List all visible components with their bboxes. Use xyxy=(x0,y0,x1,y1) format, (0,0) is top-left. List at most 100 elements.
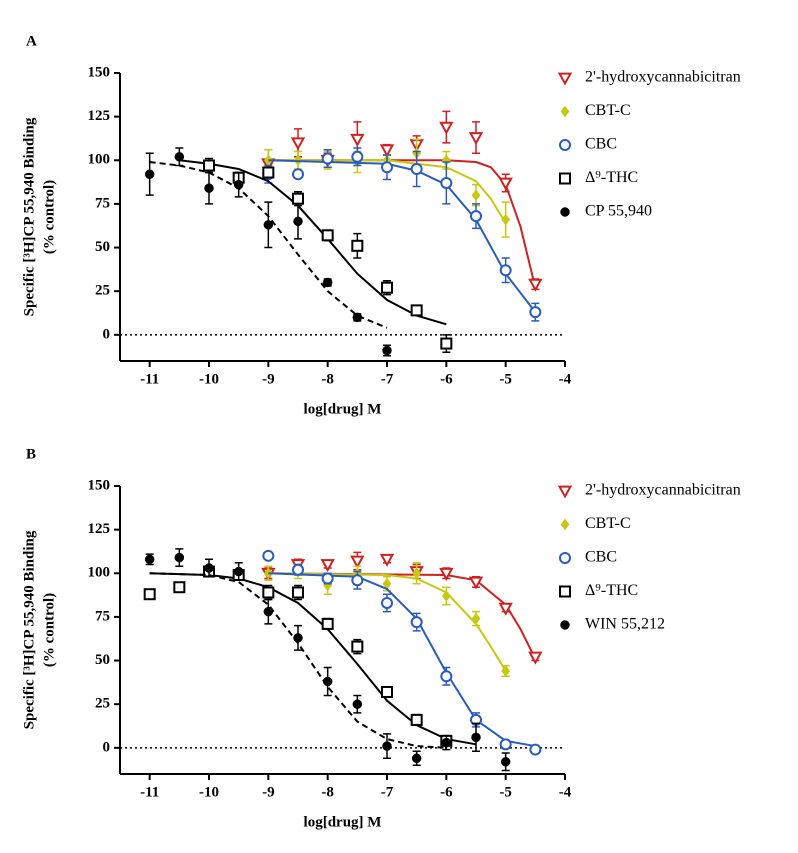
data-point xyxy=(471,612,481,625)
data-point xyxy=(441,590,451,602)
data-point xyxy=(471,189,481,202)
data-point xyxy=(292,192,304,205)
legend-marker xyxy=(559,139,571,151)
legend-label: CBT-C xyxy=(585,515,631,532)
x-tick-label: -4 xyxy=(559,784,572,800)
x-tick-label: -7 xyxy=(381,371,394,387)
data-point xyxy=(440,176,453,189)
legend-marker xyxy=(559,552,571,564)
y-tick-label: 150 xyxy=(88,477,111,493)
y-tick-label: 75 xyxy=(95,608,110,624)
fit-curve xyxy=(149,572,477,746)
data-point xyxy=(203,159,215,172)
y-tick-label: 50 xyxy=(95,239,110,255)
data-point xyxy=(233,179,244,190)
x-tick-label: -10 xyxy=(199,371,219,387)
data-point xyxy=(174,152,185,162)
y-tick-label: 100 xyxy=(88,565,111,581)
data-point xyxy=(321,617,334,630)
x-tick-label: -9 xyxy=(262,371,275,387)
data-point xyxy=(439,121,454,135)
data-point xyxy=(144,169,155,179)
data-point xyxy=(529,743,542,756)
data-point xyxy=(381,281,393,294)
data-point xyxy=(382,345,392,356)
data-point xyxy=(379,144,395,158)
data-point xyxy=(292,586,304,599)
data-point xyxy=(440,670,453,683)
legend-marker xyxy=(560,518,570,531)
legend-marker xyxy=(559,172,571,185)
data-point xyxy=(262,586,275,599)
data-point xyxy=(498,602,513,616)
data-point xyxy=(439,567,454,581)
data-point xyxy=(412,567,422,580)
legend-marker xyxy=(560,620,570,630)
x-tick-label: -8 xyxy=(321,784,334,800)
data-point xyxy=(440,337,453,350)
x-tick-label: -10 xyxy=(199,784,219,800)
x-tick-label: -4 xyxy=(559,371,572,387)
x-tick-label: -11 xyxy=(140,371,159,387)
data-point xyxy=(321,152,334,165)
data-point xyxy=(290,137,306,151)
data-point xyxy=(321,572,334,585)
legend-label: CBC xyxy=(585,549,617,566)
data-point xyxy=(292,168,304,181)
legend-label: 2'-hydroxycannabicitran xyxy=(585,69,741,86)
legend-marker xyxy=(557,72,573,86)
data-point xyxy=(500,757,511,767)
legend-label: CBT-C xyxy=(585,102,631,119)
data-point xyxy=(410,616,423,629)
data-point xyxy=(293,216,303,227)
x-tick-label: -11 xyxy=(140,784,159,800)
x-tick-label: -6 xyxy=(440,371,453,387)
data-point xyxy=(501,213,511,226)
x-tick-label: -6 xyxy=(440,784,453,800)
y-tick-label: 100 xyxy=(88,152,111,168)
legend-marker xyxy=(560,105,570,118)
data-point xyxy=(470,210,482,223)
x-axis-label: log[drug] M xyxy=(304,814,382,830)
legend-label: Δ⁹-THC xyxy=(585,169,638,186)
data-point xyxy=(410,163,423,175)
data-point xyxy=(410,304,423,317)
data-point xyxy=(292,563,304,576)
data-point xyxy=(529,306,542,319)
data-point xyxy=(262,166,275,179)
data-point xyxy=(499,738,512,751)
y-tick-label: 75 xyxy=(95,195,110,211)
x-tick-label: -9 xyxy=(262,784,275,800)
data-point xyxy=(144,554,155,565)
panel-label: B xyxy=(26,446,36,462)
data-point xyxy=(528,278,543,292)
legend-label: Δ⁹-THC xyxy=(585,582,638,599)
data-point xyxy=(320,559,335,573)
y-axis-label: Specific [³H]CP 55,940 Binding xyxy=(21,117,37,316)
data-point xyxy=(468,132,484,146)
fit-curve xyxy=(268,159,507,224)
x-tick-label: -5 xyxy=(499,371,512,387)
data-point xyxy=(143,588,156,601)
data-point xyxy=(382,741,392,751)
legend-label: CBC xyxy=(585,136,617,153)
legend-label: CP 55,940 xyxy=(585,203,652,220)
y-tick-label: 125 xyxy=(88,108,111,124)
y-tick-label: 0 xyxy=(103,326,111,342)
x-axis-label: log[drug] M xyxy=(304,401,382,417)
data-point xyxy=(498,177,513,191)
fit-curve xyxy=(179,159,447,326)
fit-curve xyxy=(149,572,447,749)
x-tick-label: -8 xyxy=(321,371,334,387)
data-point xyxy=(351,239,364,252)
data-point xyxy=(379,553,395,567)
data-point xyxy=(381,685,393,698)
y-tick-label: 0 xyxy=(103,739,111,755)
data-point xyxy=(293,633,303,643)
data-point xyxy=(351,150,364,163)
data-point xyxy=(174,552,185,563)
panel-label: A xyxy=(26,33,37,49)
data-point xyxy=(471,732,481,743)
y-axis-label: (% control) xyxy=(41,593,57,667)
